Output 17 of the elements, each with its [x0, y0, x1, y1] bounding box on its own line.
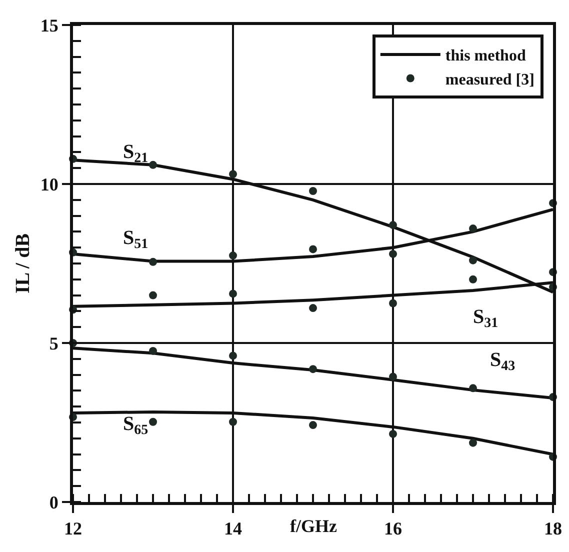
y-tick-label: 15 [40, 15, 58, 36]
y-tick-label: 10 [40, 174, 58, 194]
x-tick-label: 12 [64, 518, 82, 539]
annotation: S$_{21}$ [123, 141, 148, 166]
y-axis-title: IL / dB [12, 233, 34, 294]
annotation: S$_{31}$ [473, 306, 498, 332]
x-axis-title: f/GHz [290, 516, 337, 536]
annotation: S$_{43}$ [490, 349, 516, 374]
annotation: S$_{51}$ [123, 227, 148, 252]
legend-label: measured [3] [445, 71, 534, 88]
x-tick-label: 16 [384, 518, 402, 539]
y-tick-label: 5 [49, 333, 58, 354]
x-tick-label: 14 [224, 518, 242, 539]
y-tick-label: 0 [49, 492, 58, 512]
annotation: S$_{65}$ [123, 413, 148, 438]
legend-label: this method [445, 48, 526, 65]
x-tick-label: 18 [544, 518, 562, 539]
